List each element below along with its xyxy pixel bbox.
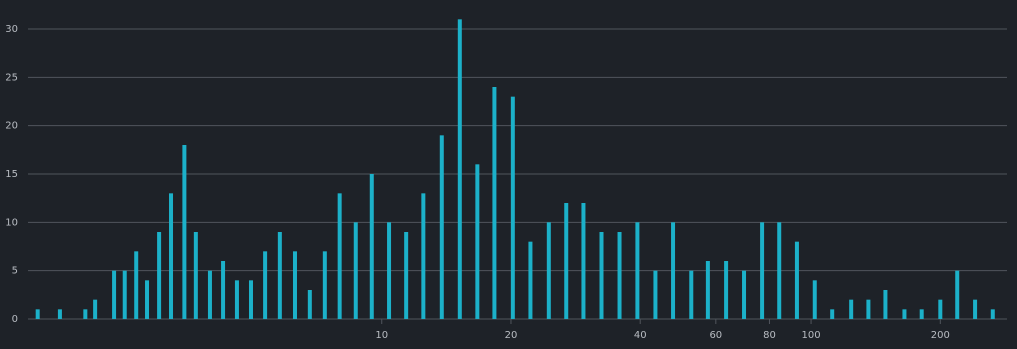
x-tick-label: 10 xyxy=(375,330,388,341)
bar xyxy=(705,261,710,319)
bar xyxy=(475,164,480,319)
bar xyxy=(581,203,586,319)
bar xyxy=(599,232,604,319)
bar xyxy=(564,203,569,319)
bar xyxy=(369,174,374,319)
x-tick-label: 20 xyxy=(505,330,518,341)
bar xyxy=(492,87,497,319)
y-tick-label: 30 xyxy=(5,24,18,35)
bar xyxy=(457,19,462,319)
bar xyxy=(353,222,358,319)
bar xyxy=(337,193,342,319)
bar xyxy=(207,270,212,319)
x-tick-label: 80 xyxy=(763,330,776,341)
x-tick-label: 100 xyxy=(802,330,821,341)
bar xyxy=(322,251,327,319)
bar xyxy=(83,309,88,319)
y-tick-label: 10 xyxy=(5,217,18,228)
bar xyxy=(182,145,187,319)
bar xyxy=(955,270,960,319)
bar xyxy=(421,193,426,319)
bar xyxy=(277,232,282,319)
bar xyxy=(134,251,139,319)
bar xyxy=(689,270,694,319)
bar xyxy=(617,232,622,319)
bar xyxy=(292,251,297,319)
bar xyxy=(510,96,515,320)
x-tick-label: 60 xyxy=(709,330,722,341)
bar xyxy=(902,309,907,319)
bar xyxy=(812,280,817,319)
bar xyxy=(387,222,392,319)
bar xyxy=(221,261,226,319)
bar xyxy=(93,299,98,319)
bar xyxy=(671,222,676,319)
bar xyxy=(439,135,444,319)
bar xyxy=(234,280,239,319)
bar xyxy=(794,241,799,319)
y-tick-label: 0 xyxy=(12,314,18,325)
bar xyxy=(653,270,658,319)
bar xyxy=(866,299,871,319)
bar xyxy=(157,232,162,319)
y-tick-label: 15 xyxy=(5,169,18,180)
bar xyxy=(35,309,40,319)
bar xyxy=(546,222,551,319)
bar xyxy=(990,309,995,319)
bar xyxy=(145,280,150,319)
bar xyxy=(883,290,888,319)
bar xyxy=(635,222,640,319)
bar xyxy=(169,193,174,319)
bar xyxy=(307,290,312,319)
bar xyxy=(248,280,253,319)
bar xyxy=(193,232,198,319)
x-tick-label: 200 xyxy=(931,330,950,341)
y-tick-label: 5 xyxy=(12,266,18,277)
y-tick-label: 20 xyxy=(5,121,18,132)
bar xyxy=(122,270,127,319)
bar xyxy=(263,251,268,319)
bar xyxy=(973,299,978,319)
bar xyxy=(938,299,943,319)
bar xyxy=(830,309,835,319)
x-tick-label: 40 xyxy=(634,330,647,341)
bar xyxy=(849,299,854,319)
bar xyxy=(919,309,924,319)
bar xyxy=(528,241,533,319)
bar xyxy=(742,270,747,319)
bar xyxy=(57,309,62,319)
y-tick-label: 25 xyxy=(5,72,18,83)
bar xyxy=(760,222,765,319)
bar xyxy=(112,270,117,319)
bar xyxy=(724,261,729,319)
bar xyxy=(777,222,782,319)
bar xyxy=(404,232,409,319)
